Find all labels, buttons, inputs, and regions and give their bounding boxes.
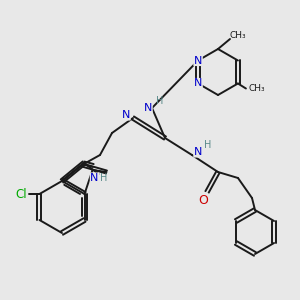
Text: Cl: Cl: [16, 188, 27, 200]
Text: N: N: [144, 103, 152, 113]
Text: N: N: [194, 56, 202, 65]
Text: CH₃: CH₃: [249, 84, 265, 93]
Text: N: N: [194, 79, 202, 88]
Text: N: N: [194, 147, 202, 157]
Text: H: H: [100, 173, 107, 183]
Text: H: H: [204, 140, 212, 150]
Text: N: N: [122, 110, 130, 120]
Text: H: H: [156, 96, 164, 106]
Text: CH₃: CH₃: [230, 32, 246, 40]
Text: O: O: [198, 194, 208, 206]
Text: N: N: [90, 173, 99, 183]
